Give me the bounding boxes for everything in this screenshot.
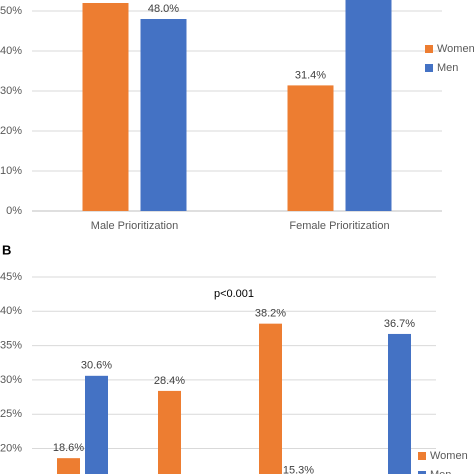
bar [388, 333, 411, 474]
legend-swatch [418, 471, 426, 474]
value-label: 18.6% [53, 442, 84, 454]
legend-label: Women [430, 450, 468, 462]
y-tick-label: 10% [0, 165, 22, 177]
bar [259, 323, 282, 474]
legend-label: Men [430, 469, 451, 474]
bar [57, 458, 80, 474]
y-tick-label: 25% [0, 408, 22, 420]
value-label: 48.0% [148, 3, 179, 15]
value-label: 38.2% [255, 308, 286, 320]
legend-swatch [425, 45, 433, 53]
y-tick-label: 0% [6, 205, 22, 217]
legend-label: Women [437, 43, 474, 55]
bar [82, 3, 129, 211]
y-tick-label: 45% [0, 271, 22, 283]
annotation: p<0.001 [214, 288, 254, 300]
value-label: 15.3% [283, 465, 314, 474]
legend-swatch [418, 452, 426, 460]
value-label: 31.4% [295, 69, 326, 81]
bar [85, 375, 108, 474]
y-tick-label: 20% [0, 442, 22, 454]
bar [140, 19, 187, 211]
y-tick-label: 35% [0, 340, 22, 352]
y-tick-label: 40% [0, 305, 22, 317]
bar [287, 85, 334, 211]
y-tick-label: 30% [0, 85, 22, 97]
value-label: 30.6% [81, 360, 112, 372]
y-tick-label: 50% [0, 5, 22, 17]
bar [345, 0, 392, 211]
panel-label: B [2, 242, 11, 257]
y-tick-label: 20% [0, 125, 22, 137]
y-tick-label: 40% [0, 45, 22, 57]
legend-label: Men [437, 62, 458, 74]
x-tick-label: Male Prioritization [91, 220, 178, 232]
value-label: 36.7% [384, 318, 415, 330]
legend-swatch [425, 64, 433, 72]
value-label: 28.4% [154, 375, 185, 387]
bar [158, 390, 181, 474]
y-tick-label: 30% [0, 374, 22, 386]
x-tick-label: Female Prioritization [289, 220, 389, 232]
